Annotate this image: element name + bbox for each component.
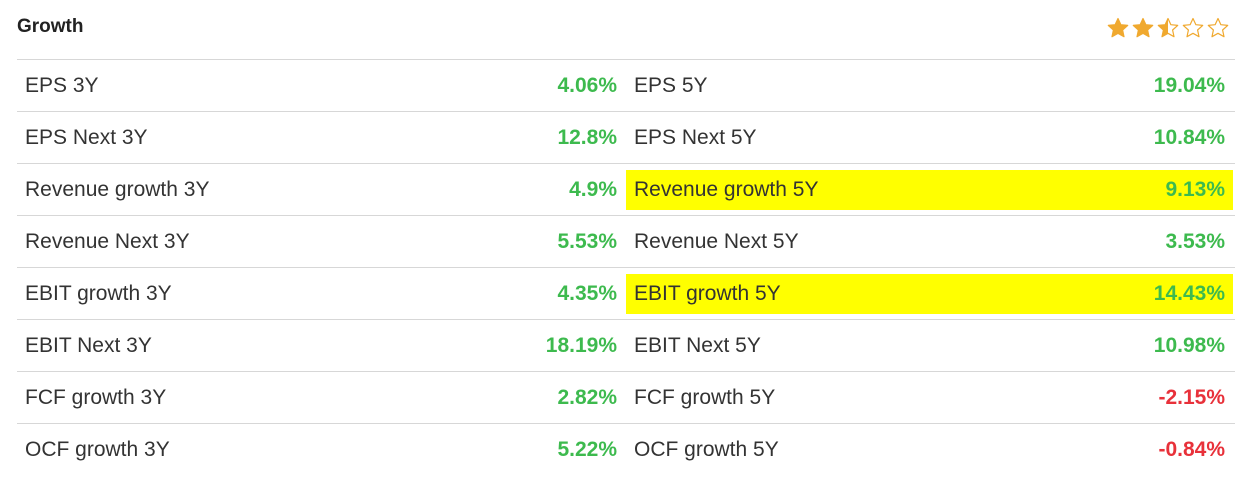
- metric-value: 5.53%: [557, 230, 617, 254]
- metric-cell: EBIT growth 3Y 4.35%: [17, 274, 625, 314]
- metric-label: OCF growth 5Y: [634, 438, 779, 462]
- metric-value: 2.82%: [557, 386, 617, 410]
- metric-value: -2.15%: [1158, 386, 1225, 410]
- metric-cell: Revenue growth 3Y 4.9%: [17, 170, 625, 210]
- metric-label: EPS Next 5Y: [634, 126, 757, 150]
- metric-label: EBIT Next 5Y: [634, 334, 761, 358]
- metric-label: EPS Next 3Y: [25, 126, 148, 150]
- metric-cell: EPS Next 5Y 10.84%: [626, 118, 1233, 158]
- growth-header: Growth: [0, 0, 1245, 56]
- metric-label: EBIT growth 5Y: [634, 282, 781, 306]
- metric-label: Revenue Next 3Y: [25, 230, 190, 254]
- metric-cell: EPS 5Y 19.04%: [626, 66, 1233, 106]
- metric-label: EBIT Next 3Y: [25, 334, 152, 358]
- metric-value: 12.8%: [557, 126, 617, 150]
- metric-value: -0.84%: [1158, 438, 1225, 462]
- table-row: EPS 3Y 4.06% EPS 5Y 19.04%: [17, 60, 1235, 112]
- metric-value: 10.98%: [1154, 334, 1225, 358]
- metric-label: Revenue Next 5Y: [634, 230, 799, 254]
- star-empty-icon: [1206, 16, 1230, 40]
- table-row: EBIT Next 3Y 18.19% EBIT Next 5Y 10.98%: [17, 320, 1235, 372]
- metric-cell: EPS Next 3Y 12.8%: [17, 118, 625, 158]
- table-row: OCF growth 3Y 5.22% OCF growth 5Y -0.84%: [17, 424, 1235, 476]
- metric-value: 19.04%: [1154, 74, 1225, 98]
- metric-label: EPS 3Y: [25, 74, 99, 98]
- table-row: Revenue growth 3Y 4.9% Revenue growth 5Y…: [17, 164, 1235, 216]
- metric-cell: FCF growth 5Y -2.15%: [626, 378, 1233, 418]
- metric-label: EBIT growth 3Y: [25, 282, 172, 306]
- star-full-icon: [1131, 16, 1155, 40]
- metric-label: FCF growth 5Y: [634, 386, 775, 410]
- metric-label: OCF growth 3Y: [25, 438, 170, 462]
- rating-stars: [1106, 16, 1230, 40]
- metric-cell: OCF growth 3Y 5.22%: [17, 430, 625, 470]
- table-row: EBIT growth 3Y 4.35% EBIT growth 5Y 14.4…: [17, 268, 1235, 320]
- metric-label: Revenue growth 5Y: [634, 178, 818, 202]
- star-full-icon: [1106, 16, 1130, 40]
- star-half-icon: [1156, 16, 1180, 40]
- metric-cell-highlighted: EBIT growth 5Y 14.43%: [626, 274, 1233, 314]
- metric-value: 4.06%: [557, 74, 617, 98]
- metric-cell: EPS 3Y 4.06%: [17, 66, 625, 106]
- metric-cell: Revenue Next 3Y 5.53%: [17, 222, 625, 262]
- metric-value: 9.13%: [1165, 178, 1225, 202]
- metric-cell: EBIT Next 3Y 18.19%: [17, 326, 625, 366]
- table-row: EPS Next 3Y 12.8% EPS Next 5Y 10.84%: [17, 112, 1235, 164]
- metric-label: FCF growth 3Y: [25, 386, 166, 410]
- metric-cell: FCF growth 3Y 2.82%: [17, 378, 625, 418]
- metric-value: 18.19%: [546, 334, 617, 358]
- metric-cell-highlighted: Revenue growth 5Y 9.13%: [626, 170, 1233, 210]
- metric-label: Revenue growth 3Y: [25, 178, 209, 202]
- metric-value: 5.22%: [557, 438, 617, 462]
- metric-value: 14.43%: [1154, 282, 1225, 306]
- table-row: FCF growth 3Y 2.82% FCF growth 5Y -2.15%: [17, 372, 1235, 424]
- metric-value: 4.9%: [569, 178, 617, 202]
- metric-value: 4.35%: [557, 282, 617, 306]
- metric-value: 3.53%: [1165, 230, 1225, 254]
- section-title: Growth: [17, 16, 84, 38]
- metric-value: 10.84%: [1154, 126, 1225, 150]
- metric-cell: Revenue Next 5Y 3.53%: [626, 222, 1233, 262]
- growth-table: EPS 3Y 4.06% EPS 5Y 19.04% EPS Next 3Y 1…: [17, 59, 1235, 476]
- metric-label: EPS 5Y: [634, 74, 708, 98]
- metric-cell: EBIT Next 5Y 10.98%: [626, 326, 1233, 366]
- metric-cell: OCF growth 5Y -0.84%: [626, 430, 1233, 470]
- star-empty-icon: [1181, 16, 1205, 40]
- table-row: Revenue Next 3Y 5.53% Revenue Next 5Y 3.…: [17, 216, 1235, 268]
